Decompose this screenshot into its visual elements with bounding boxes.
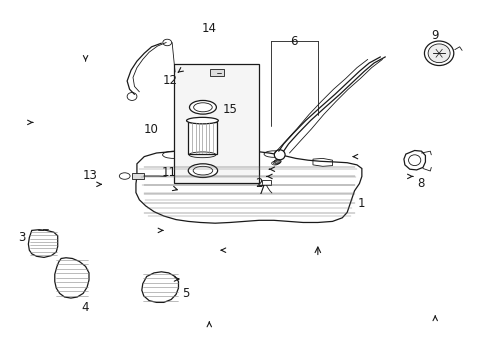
Text: 3: 3: [18, 231, 26, 244]
Bar: [132, 173, 143, 179]
Bar: [188, 122, 216, 154]
Polygon shape: [403, 150, 425, 170]
Text: 7: 7: [257, 184, 265, 197]
Ellipse shape: [189, 100, 216, 114]
Bar: [210, 69, 224, 76]
Ellipse shape: [274, 150, 285, 160]
Ellipse shape: [186, 117, 218, 124]
Text: 10: 10: [144, 123, 159, 136]
Text: 15: 15: [222, 103, 237, 116]
Text: 2: 2: [255, 177, 263, 190]
Text: 9: 9: [430, 29, 438, 42]
Text: 6: 6: [289, 35, 297, 48]
Text: 5: 5: [182, 287, 189, 300]
Text: 1: 1: [357, 197, 365, 210]
Bar: [173, 64, 259, 183]
Text: 11: 11: [161, 166, 176, 179]
Text: 12: 12: [163, 75, 177, 87]
Ellipse shape: [424, 41, 453, 66]
Ellipse shape: [127, 93, 137, 100]
Text: 13: 13: [83, 169, 98, 182]
Ellipse shape: [427, 44, 449, 63]
Ellipse shape: [188, 164, 217, 177]
Text: 14: 14: [202, 22, 216, 35]
Text: 4: 4: [81, 301, 89, 314]
Text: 8: 8: [416, 177, 424, 190]
Ellipse shape: [119, 173, 130, 179]
Bar: [261, 180, 271, 185]
